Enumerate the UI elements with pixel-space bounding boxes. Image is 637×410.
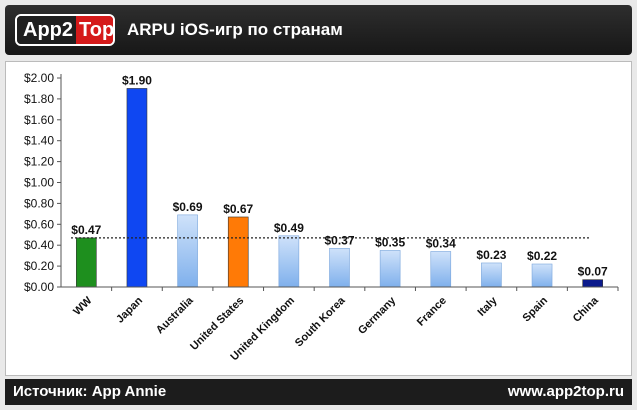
x-tick-label: South Korea (293, 294, 348, 349)
bar-value-label: $0.07 (578, 265, 608, 279)
header-bar: App2 Top ARPU iOS-игр по странам (5, 5, 632, 55)
logo-text-top: Top (76, 16, 113, 44)
value-labels: $0.47 $1.90 $0.69 $0.67 $0.49 $0.37 $0.35 $0.34… (71, 73, 608, 279)
y-tick-label: $1.80 (24, 92, 54, 106)
bar-value-label: $0.34 (426, 236, 456, 250)
bar-united-states[interactable] (227, 216, 249, 288)
bar-value-label: $0.22 (527, 249, 557, 263)
bars (76, 88, 603, 288)
bar-value-label: $0.35 (375, 235, 405, 249)
bar-ww[interactable] (76, 237, 97, 288)
bar-united-kingdom[interactable] (278, 235, 300, 288)
bar-italy[interactable] (481, 262, 502, 288)
logo-text-app2: App2 (17, 16, 76, 44)
x-tick-label: WW (71, 294, 95, 318)
bar-spain[interactable] (531, 263, 553, 288)
y-tick-label: $2.00 (24, 71, 54, 85)
bar-china[interactable] (582, 279, 603, 288)
bar-value-label: $1.90 (122, 73, 152, 87)
y-tick-label: $1.20 (24, 155, 54, 169)
bar-value-label: $0.47 (71, 223, 101, 237)
footer-bar: Источник: App Annie www.app2top.ru (5, 379, 632, 405)
x-tick-label: Japan (114, 294, 145, 325)
bar-value-label: $0.23 (476, 248, 506, 262)
source-credit: Источник: App Annie (13, 383, 167, 400)
bar-chart: $0.00 $0.20 $0.40 $0.60 $0.80 $1.00 $1.20 $1.40… (24, 71, 619, 363)
y-tick-label: $1.00 (24, 176, 54, 190)
y-tick-label: $0.80 (24, 196, 54, 210)
x-tick-label: France (415, 295, 449, 329)
bar-japan[interactable] (126, 88, 148, 288)
bar-south-korea[interactable] (329, 248, 350, 288)
y-axis: $0.00 $0.20 $0.40 $0.60 $0.80 $1.00 $1.20 $1.40… (24, 71, 62, 294)
y-tick-label: $1.40 (24, 134, 54, 148)
y-tick-label: $0.00 (24, 280, 54, 294)
y-tick-label: $0.60 (24, 217, 54, 231)
y-tick-label: $0.40 (24, 238, 54, 252)
bar-germany[interactable] (379, 250, 401, 288)
chart-panel: $0.00 $0.20 $0.40 $0.60 $0.80 $1.00 $1.20 $1.40… (5, 61, 632, 376)
page-title: ARPU iOS-игр по странам (127, 20, 343, 39)
x-tick-label: Italy (475, 294, 500, 319)
bar-value-label: $0.49 (274, 221, 304, 235)
app2top-logo[interactable]: App2 Top (15, 14, 115, 46)
x-tick-label: China (571, 294, 602, 325)
x-tick-label: Germany (356, 294, 399, 337)
bar-australia[interactable] (177, 214, 198, 288)
bar-france[interactable] (430, 251, 452, 288)
x-tick-label: United States (188, 295, 246, 353)
x-tick-label: Spain (521, 294, 551, 324)
site-link[interactable]: www.app2top.ru (507, 383, 624, 400)
x-tick-label: Australia (154, 294, 196, 336)
bar-value-label: $0.69 (173, 200, 203, 214)
bar-value-label: $0.67 (223, 202, 253, 216)
bar-value-label: $0.37 (324, 233, 354, 247)
y-tick-label: $1.60 (24, 113, 54, 127)
y-tick-label: $0.20 (24, 259, 54, 273)
